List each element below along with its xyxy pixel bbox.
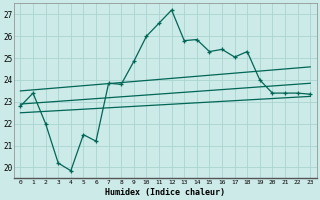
X-axis label: Humidex (Indice chaleur): Humidex (Indice chaleur)	[105, 188, 225, 197]
